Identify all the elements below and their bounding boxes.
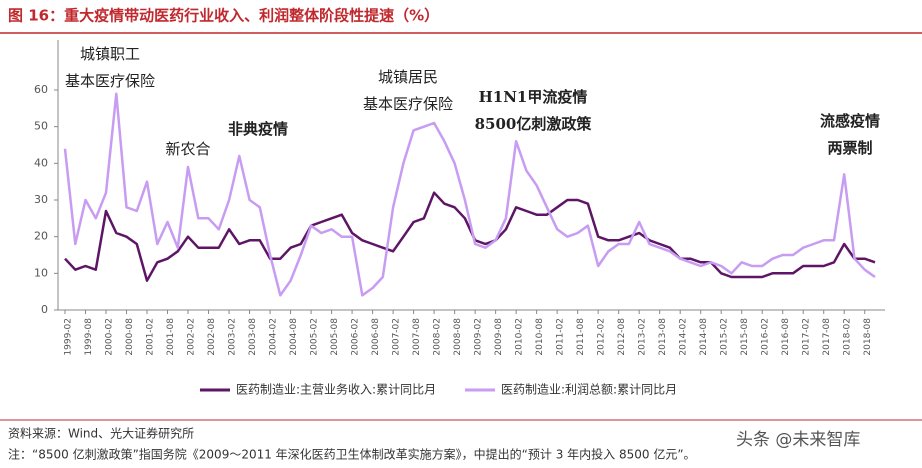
x-tick-label: 2009-02 <box>474 318 484 356</box>
x-tick-label: 2017-08 <box>822 318 832 356</box>
watermark: 头条 @未来智库 <box>736 430 860 450</box>
x-tick-label: 2016-08 <box>781 318 791 356</box>
y-tick-label: 0 <box>41 303 48 316</box>
annotation: 新农合 <box>165 140 210 158</box>
x-tick-label: 2000-08 <box>125 318 135 356</box>
annotation: 基本医疗保险 <box>363 95 453 113</box>
x-tick-label: 2012-08 <box>617 318 627 356</box>
x-tick-label: 2004-08 <box>289 318 299 356</box>
y-tick-label: 60 <box>34 83 48 96</box>
note: 注：“8500 亿刺激政策”指国务院《2009～2011 年深化医药卫生体制改革… <box>8 447 696 462</box>
annotation: 城镇职工 <box>80 45 140 63</box>
x-tick-label: 2001-08 <box>166 318 176 356</box>
x-tick-label: 2018-08 <box>863 318 873 356</box>
x-tick-label: 2008-08 <box>453 318 463 356</box>
annotation: 基本医疗保险 <box>65 72 155 90</box>
x-tick-label: 2010-08 <box>535 318 545 356</box>
x-tick-label: 2002-08 <box>207 318 217 356</box>
x-tick-label: 2004-02 <box>269 318 279 356</box>
x-tick-label: 2013-08 <box>658 318 668 356</box>
source: 资料来源：Wind、光大证券研究所 <box>8 426 194 441</box>
x-tick-label: 2007-02 <box>392 318 402 356</box>
x-tick-label: 2005-08 <box>330 318 340 356</box>
x-tick-label: 2012-02 <box>597 318 607 356</box>
y-tick-label: 40 <box>34 156 48 169</box>
y-tick-label: 50 <box>34 120 48 133</box>
y-tick-label: 10 <box>34 266 48 279</box>
x-tick-label: 2011-02 <box>556 318 566 356</box>
annotation: 两票制 <box>827 139 872 157</box>
x-tick-label: 1999-02 <box>64 318 74 356</box>
chart-title: 图 16：重大疫情带动医药行业收入、利润整体阶段性提速（%） <box>8 7 439 25</box>
annotation: 流感疫情 <box>820 112 880 130</box>
x-tick-label: 2018-02 <box>843 318 853 356</box>
x-tick-label: 2015-08 <box>740 318 750 356</box>
annotation: 城镇居民 <box>378 68 438 86</box>
y-tick-label: 30 <box>34 193 48 206</box>
x-tick-label: 2002-02 <box>187 318 197 356</box>
x-tick-label: 2001-02 <box>146 318 156 356</box>
x-tick-label: 2008-02 <box>433 318 443 356</box>
series-line <box>63 92 876 297</box>
legend-label: 医药制造业:利润总额:累计同比月 <box>501 383 677 397</box>
y-tick-label: 20 <box>34 230 48 243</box>
x-tick-label: 2009-08 <box>494 318 504 356</box>
x-tick-label: 2007-08 <box>412 318 422 356</box>
series-line <box>64 191 876 282</box>
x-tick-label: 2014-02 <box>679 318 689 356</box>
x-tick-label: 2003-02 <box>228 318 238 356</box>
x-tick-label: 2017-02 <box>802 318 812 356</box>
x-tick-label: 2013-02 <box>638 318 648 356</box>
x-tick-label: 2011-08 <box>576 318 586 356</box>
legend-label: 医药制造业:主营业务收入:累计同比月 <box>236 382 436 397</box>
x-tick-label: 2000-02 <box>105 318 115 356</box>
x-tick-label: 2003-08 <box>248 318 258 356</box>
annotation: 非典疫情 <box>228 120 288 138</box>
x-tick-label: 2006-02 <box>351 318 361 356</box>
x-tick-label: 2010-02 <box>515 318 525 356</box>
x-tick-label: 2006-08 <box>371 318 381 356</box>
x-tick-label: 1999-08 <box>84 318 94 356</box>
annotation: 8500亿刺激政策 <box>475 115 593 133</box>
x-tick-label: 2016-02 <box>761 318 771 356</box>
x-tick-label: 2005-02 <box>310 318 320 356</box>
annotation: H1N1甲流疫情 <box>479 88 588 106</box>
x-tick-label: 2015-02 <box>720 318 730 356</box>
x-tick-label: 2014-08 <box>699 318 709 356</box>
